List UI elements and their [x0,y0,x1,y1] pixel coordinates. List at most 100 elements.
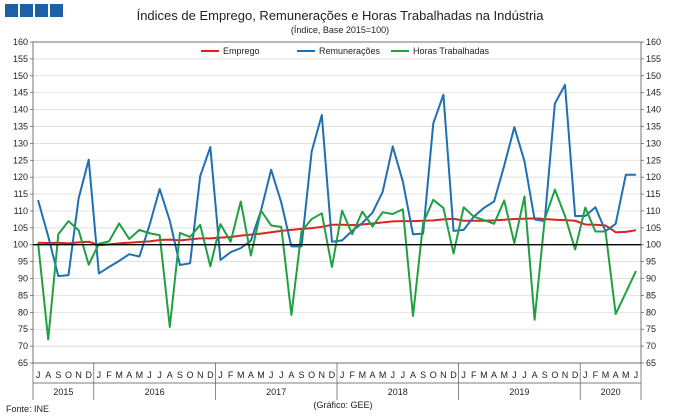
y-tick-label: 155 [646,54,661,64]
x-tick-label: A [369,370,375,380]
x-tick-label: N [197,370,204,380]
y-tick-label: 150 [646,71,661,81]
x-tick-label: A [613,370,619,380]
y-tick-label: 105 [646,223,661,233]
y-axis-right: 65 70 75 80 85 90 95 100 105 110 115 120 125 130 135 14… [641,37,661,368]
y-tick-label: 150 [13,71,28,81]
x-tick-label: J [218,370,223,380]
x-tick-label: J [583,370,588,380]
x-tick-label: A [410,370,416,380]
year-label: 2016 [145,387,165,397]
x-tick-label: F [349,370,355,380]
legend-label: Horas Trabalhadas [413,46,490,56]
year-label: 2015 [53,387,73,397]
x-tick-label: O [551,370,558,380]
x-tick-label: D [85,370,92,380]
y-tick-label: 130 [646,138,661,148]
series-line [37,83,636,278]
series-line [38,217,637,247]
y-tick-label: 85 [646,290,656,300]
x-tick-label: J [36,370,41,380]
y-tick-label: 80 [646,307,656,317]
x-tick-label: A [126,370,132,380]
y-tick-label: 95 [18,257,28,267]
y-tick-label: 125 [646,155,661,165]
credit-note: (Gráfico: GEE) [313,400,372,410]
y-tick-label: 155 [13,54,28,64]
x-tick-label: J [279,370,284,380]
y-tick-label: 90 [18,274,28,284]
y-tick-label: 85 [18,290,28,300]
series-line [37,188,637,341]
y-tick-label: 135 [13,121,28,131]
year-label: 2020 [601,387,621,397]
y-tick-label: 160 [646,37,661,47]
y-tick-label: 115 [14,189,28,199]
x-tick-label: M [379,370,387,380]
legend-label: Remunerações [319,46,381,56]
y-tick-label: 135 [646,121,661,131]
x-tick-label: N [319,370,326,380]
logo-square [20,4,33,17]
x-tick-label: J [512,370,517,380]
x-tick-label: M [257,370,265,380]
x-tick-label: F [593,370,599,380]
chart-legend: Emprego Remunerações Horas Trabalhadas [201,46,490,56]
x-tick-label: S [299,370,305,380]
x-tick-label: F [471,370,477,380]
y-tick-label: 130 [13,138,28,148]
y-tick-label: 115 [646,189,660,199]
x-tick-label: D [450,370,457,380]
year-label: 2018 [388,387,408,397]
x-tick-label: J [634,370,639,380]
y-tick-label: 65 [646,358,656,368]
y-tick-label: 95 [646,257,656,267]
x-tick-label: J [157,370,162,380]
chart-subtitle: (Índice, Base 2015=100) [291,25,389,35]
x-tick-label: M [359,370,367,380]
y-tick-label: 100 [13,240,28,250]
y-tick-label: 140 [646,105,661,115]
x-tick-label: M [136,370,144,380]
x-tick-label: J [522,370,527,380]
y-tick-label: 75 [646,324,656,334]
x-tick-label: F [228,370,234,380]
y-tick-label: 70 [646,341,656,351]
x-tick-label: M [237,370,245,380]
y-tick-label: 145 [646,88,661,98]
x-tick-label: N [440,370,447,380]
x-tick-label: J [147,370,152,380]
legend-label: Emprego [223,46,260,56]
x-tick-label: J [269,370,274,380]
x-tick-label: O [308,370,315,380]
x-tick-label: N [562,370,569,380]
year-label: 2017 [266,387,286,397]
y-tick-label: 120 [13,172,28,182]
chart-title: Índices de Emprego, Remunerações e Horas… [137,8,545,23]
series-lines [37,83,637,341]
x-tick-label: D [572,370,579,380]
x-tick-label: M [500,370,508,380]
x-tick-label: J [97,370,102,380]
x-tick-label: O [430,370,437,380]
x-tick-label: S [55,370,61,380]
x-tick-label: O [65,370,72,380]
x-tick-label: J [461,370,466,380]
y-tick-label: 160 [13,37,28,47]
x-tick-label: M [622,370,630,380]
x-tick-label: S [542,370,548,380]
logo-square [50,4,63,17]
y-tick-label: 125 [13,155,28,165]
x-tick-label: N [75,370,82,380]
x-tick-label: J [340,370,345,380]
y-tick-label: 110 [646,206,660,216]
y-tick-label: 120 [646,172,661,182]
x-tick-label: A [167,370,173,380]
x-tick-label: J [390,370,395,380]
year-label: 2019 [509,387,529,397]
x-tick-label: M [115,370,123,380]
header-logo [5,4,63,17]
y-tick-label: 75 [18,324,28,334]
